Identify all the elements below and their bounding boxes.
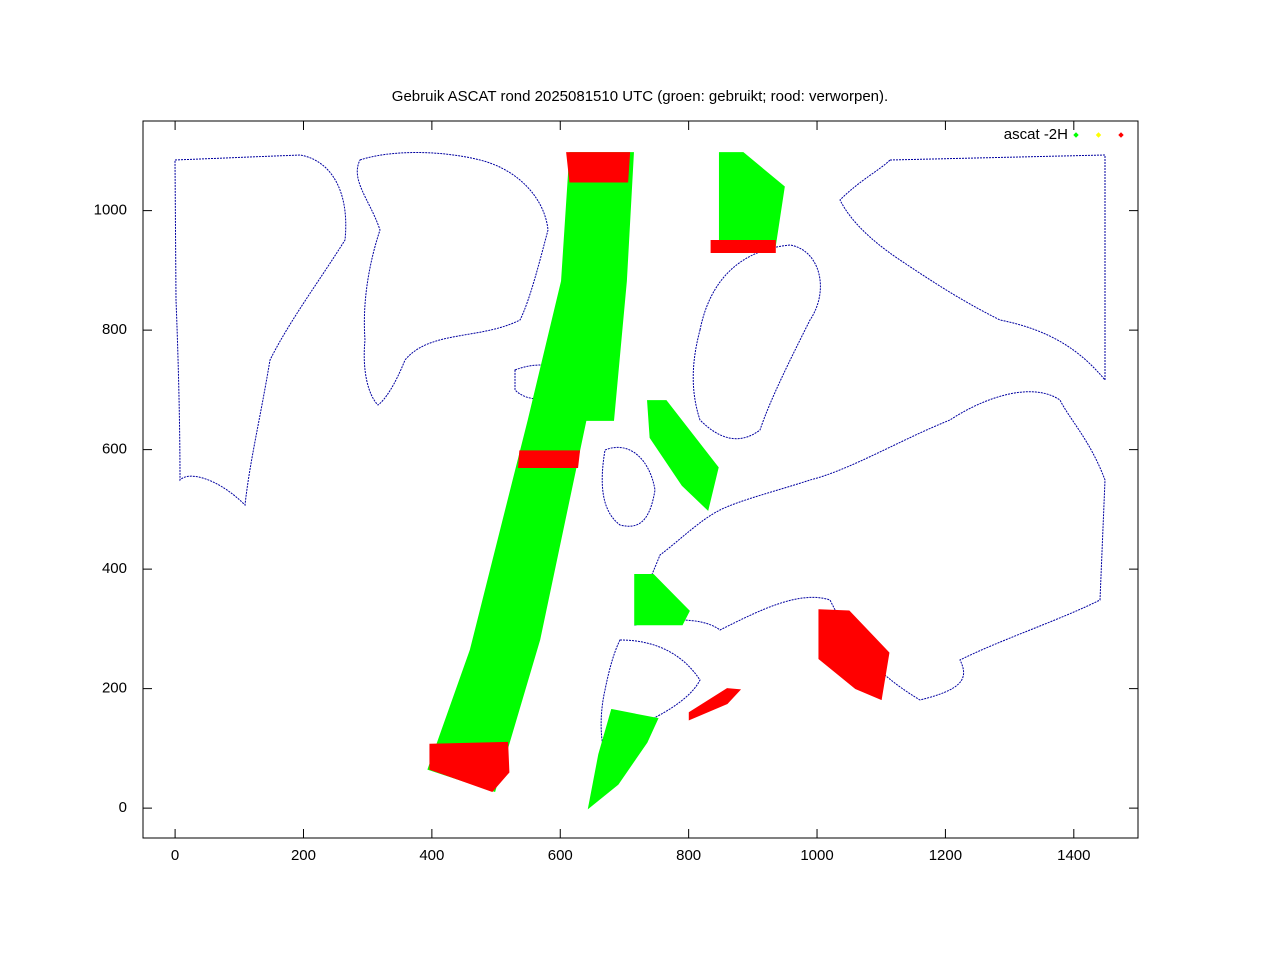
x-tick-label: 1200	[929, 847, 962, 864]
y-tick-label: 1000	[94, 202, 127, 219]
coastline	[634, 391, 1106, 701]
plot-area	[427, 152, 890, 810]
legend-marker	[1095, 132, 1102, 138]
coastline	[839, 154, 1106, 382]
coastline	[356, 152, 549, 406]
swath-region	[587, 708, 659, 810]
y-tick-label: 400	[102, 560, 127, 577]
swath-region	[427, 152, 634, 793]
chart-title: Gebruik ASCAT rond 2025081510 UTC (groen…	[392, 88, 888, 105]
swath-region	[710, 240, 776, 253]
coastline	[601, 446, 656, 527]
swath-region	[634, 574, 690, 626]
plot-frame	[142, 120, 1139, 839]
x-tick-label: 0	[171, 847, 179, 864]
y-tick-label: 600	[102, 441, 127, 458]
x-tick-label: 800	[676, 847, 701, 864]
swath-region	[566, 152, 631, 183]
x-tick-label: 400	[419, 847, 444, 864]
x-tick-label: 600	[548, 847, 573, 864]
legend-marker	[1073, 132, 1079, 138]
legend-label: ascat -2H	[1004, 126, 1068, 143]
swath-region	[647, 400, 719, 511]
y-tick-label: 800	[102, 321, 127, 338]
swath-region	[429, 741, 510, 792]
y-tick-label: 200	[102, 680, 127, 697]
legend-marker	[1118, 132, 1124, 138]
swath-region	[818, 609, 890, 701]
swath-region	[688, 688, 742, 721]
swath-region	[718, 152, 785, 247]
x-tick-label: 200	[291, 847, 316, 864]
y-tick-label: 0	[119, 799, 127, 816]
x-tick-label: 1000	[800, 847, 833, 864]
x-tick-label: 1400	[1057, 847, 1090, 864]
swath-region	[517, 450, 581, 469]
coastline	[174, 154, 347, 507]
